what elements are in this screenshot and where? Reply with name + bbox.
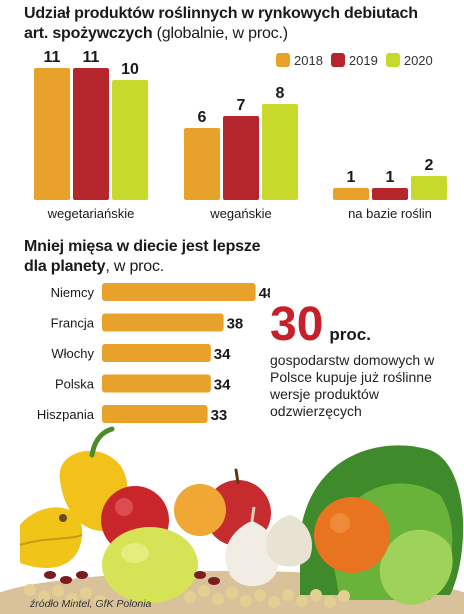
bar-value-label: 8: [276, 85, 285, 102]
stat-unit: proc.: [329, 325, 371, 344]
bar-value-label: 1: [347, 169, 356, 186]
bar-value-label: 38: [227, 316, 244, 333]
source-note: źródło Mintel, GfK Polonia: [30, 598, 152, 610]
bar-value-label: 10: [121, 61, 139, 78]
country-label: Hiszpania: [37, 407, 95, 422]
stat-description: gospodarstw domowych w Polsce kupuje już…: [270, 352, 435, 419]
chart1-title-bold: Udział produktów roślinnych w rynkowych …: [24, 5, 418, 42]
pepper-stem: [89, 426, 115, 458]
bar-value-label: 34: [214, 377, 231, 394]
bar-value-label: 34: [214, 346, 231, 363]
legend-item-2019: 2019: [330, 52, 378, 68]
peach-fruit: [174, 484, 226, 536]
bar-value-label: 2: [425, 157, 434, 174]
chart1-title: Udział produktów roślinnych w rynkowych …: [24, 4, 444, 44]
soy-beans: [24, 584, 350, 608]
banana-line: [19, 534, 83, 546]
banana-tip: [59, 514, 67, 522]
lime-fruit: [102, 527, 198, 603]
chart2-title: Mniej mięsa w diecie jest lepsze dla pla…: [24, 237, 274, 277]
banana-bunch: [20, 507, 83, 568]
bar-Włochy: [102, 344, 211, 362]
apple-stem: [234, 468, 240, 485]
legend-swatch-2018: [276, 53, 290, 67]
bar-Hiszpania: [102, 405, 208, 423]
stat-number: 30: [270, 298, 324, 351]
bar-value-label: 33: [211, 407, 228, 424]
bar-wegetariańskie-2019: [73, 68, 109, 200]
bar-wegetariańskie-2018: [34, 68, 70, 200]
legend-swatch-2020: [385, 53, 400, 67]
bar-value-label: 11: [44, 50, 61, 66]
legend-swatch-2019: [330, 53, 345, 67]
bar-value-label: 11: [83, 50, 100, 66]
country-label: Niemcy: [51, 285, 95, 300]
bar-wegetariańskie-2020: [112, 80, 148, 200]
bar-na bazie roślin-2020: [411, 176, 447, 200]
bar-value-label: 6: [198, 109, 207, 126]
stat-headline: 30 proc.: [270, 300, 460, 350]
bar-value-label: 48: [259, 285, 270, 302]
country-label: Polska: [55, 377, 95, 392]
apple-highlight-left: [115, 498, 133, 516]
lettuce-leaf: [379, 529, 453, 605]
orange-highlight: [330, 513, 350, 533]
vegetables-illustration: [0, 425, 464, 614]
garlic-stem: [250, 506, 256, 522]
lime-highlight: [121, 543, 149, 563]
legend-item-2018: 2018: [276, 53, 323, 68]
legend-label-2020: 2020: [403, 52, 433, 68]
garlic-left: [225, 521, 280, 587]
bar-wegańskie-2020: [262, 104, 298, 200]
category-label: wegetariańskie: [47, 206, 135, 221]
orange-fruit: [314, 497, 390, 573]
country-label: Włochy: [51, 346, 94, 361]
legend-item-2020: 2020: [385, 52, 433, 68]
bar-value-label: 7: [237, 97, 246, 114]
country-label: Francja: [51, 316, 95, 331]
bar-Niemcy: [102, 283, 256, 301]
legend-label-2019: 2019: [348, 52, 378, 68]
chart1-legend: 2018 2019 2020: [276, 50, 456, 70]
chart2-title-bold: Mniej mięsa w diecie jest lepsze dla pla…: [24, 238, 261, 275]
bar-value-label: 1: [386, 169, 395, 186]
category-label: wegańskie: [209, 206, 271, 221]
red-beans: [44, 571, 220, 585]
stat-callout: 30 proc. gospodarstw domowych w Polsce k…: [270, 300, 460, 420]
category-label: na bazie roślin: [348, 206, 432, 221]
bar-wegańskie-2018: [184, 128, 220, 200]
chart1-title-normal: (globalnie, w proc.): [152, 25, 288, 42]
bar-na bazie roślin-2018: [333, 188, 369, 200]
horizontal-bar-chart: Niemcy 48 Francja 38 Włochy 34 Polska 34 Hiszpan…: [37, 283, 270, 424]
bar-na bazie roślin-2019: [372, 188, 408, 200]
bar-Francja: [102, 313, 224, 332]
garlic-right: [266, 515, 312, 567]
legend-label-2018: 2018: [294, 52, 323, 68]
bar-Polska: [102, 374, 211, 393]
bar-wegańskie-2019: [223, 116, 259, 200]
chart2-title-normal: , w proc.: [105, 258, 165, 275]
